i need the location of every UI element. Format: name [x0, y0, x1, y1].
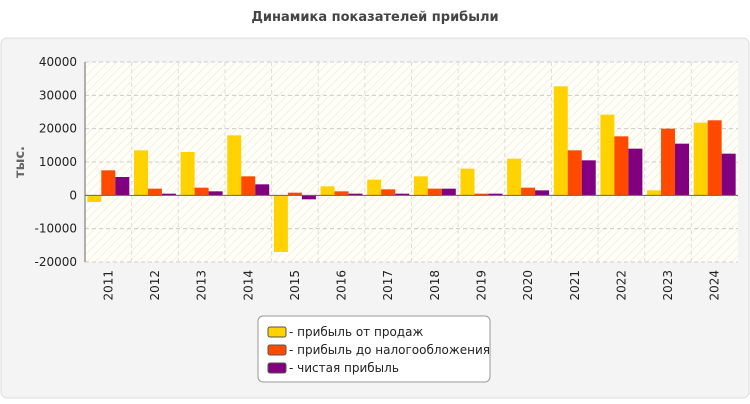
bar: [460, 168, 475, 196]
x-tick-label: 2015: [288, 270, 302, 301]
bar: [721, 153, 736, 196]
x-tick-label: 2024: [708, 270, 722, 301]
bar: [348, 193, 363, 196]
bar: [367, 179, 382, 196]
y-tick-label: 30000: [39, 88, 77, 102]
bar: [101, 170, 116, 196]
chart-title: Динамика показателей прибыли: [251, 10, 498, 25]
legend: [257, 315, 491, 383]
bar: [693, 122, 708, 196]
bar: [661, 128, 676, 196]
bar: [255, 184, 270, 196]
legend-swatch: [267, 362, 287, 374]
x-tick-label: 2023: [661, 270, 675, 301]
legend-label: - прибыль от продаж: [289, 325, 423, 339]
legend-label: - прибыль до налогообложения: [289, 343, 490, 357]
y-tick-label: -10000: [34, 222, 77, 236]
bar: [628, 148, 643, 196]
bar: [227, 135, 242, 196]
bar: [581, 160, 596, 196]
y-axis-label: тыс.: [13, 146, 28, 178]
legend-swatch: [267, 326, 287, 338]
bar: [273, 195, 288, 252]
x-tick-label: 2018: [428, 270, 442, 301]
bar: [535, 190, 550, 196]
x-tick-label: 2016: [335, 270, 349, 301]
y-tick-label: 40000: [39, 55, 77, 69]
x-tick-label: 2019: [474, 270, 488, 301]
x-tick-label: 2011: [101, 270, 115, 301]
bar: [133, 150, 148, 196]
bar: [521, 187, 536, 196]
y-tick-label: -20000: [34, 255, 77, 269]
chart-body: -20000 -10000 0 10000 20000 30000 40000 2011 201…: [34, 55, 738, 375]
bar: [180, 152, 195, 196]
x-tick-label: 2022: [614, 270, 628, 301]
y-tick-label: 0: [69, 188, 77, 202]
bar: [441, 188, 456, 196]
bar: [334, 191, 349, 196]
bar: [147, 188, 162, 196]
bar: [194, 187, 209, 196]
bar: [474, 193, 489, 196]
bar: [208, 191, 223, 196]
bar: [381, 189, 396, 196]
bar: [614, 136, 629, 196]
bar: [287, 192, 302, 196]
y-tick-label: 20000: [39, 122, 77, 136]
bar: [488, 193, 503, 196]
bar: [427, 188, 442, 196]
legend-swatch: [267, 344, 287, 356]
x-tick-label: 2014: [241, 270, 255, 301]
legend-label: - чистая прибыль: [289, 361, 399, 375]
bar: [115, 177, 130, 196]
bar: [675, 143, 690, 196]
bar: [647, 190, 662, 196]
bar: [567, 150, 582, 196]
x-tick-label: 2021: [568, 270, 582, 301]
bar: [707, 120, 722, 196]
y-tick-label: 10000: [39, 155, 77, 169]
bar: [395, 193, 410, 196]
bar: [320, 186, 335, 196]
bar: [413, 176, 428, 196]
bar: [553, 86, 568, 196]
x-tick-label: 2012: [148, 270, 162, 301]
x-tick-label: 2013: [195, 270, 209, 301]
x-tick-label: 2020: [521, 270, 535, 301]
bar: [161, 193, 176, 196]
bar: [600, 114, 615, 196]
x-tick-label: 2017: [381, 270, 395, 301]
bar: [87, 195, 102, 202]
bar: [241, 176, 256, 196]
bar: [507, 158, 522, 196]
bar: [301, 195, 316, 200]
